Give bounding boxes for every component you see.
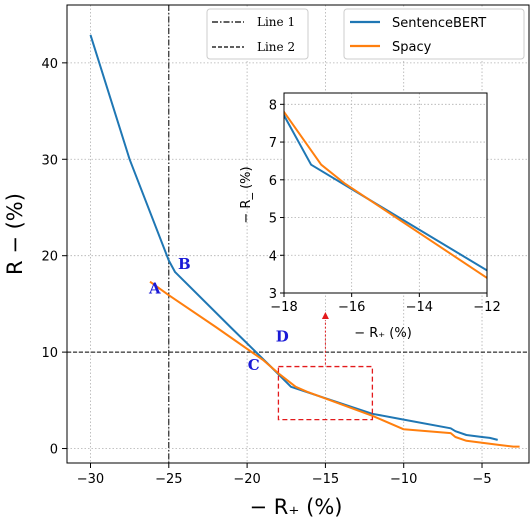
inset-y-tick-label: 3 [269, 287, 277, 302]
x-tick-label: −30 [77, 472, 104, 487]
y-tick-label: 0 [50, 443, 58, 458]
main-ticks: −30 −25 −20 −15 −10 −5 0 10 20 30 40 [41, 57, 491, 487]
main-plot-frame [66, 4, 530, 464]
inset-y-axis-label: − R_ (%) [239, 166, 254, 223]
y-tick-label: 30 [41, 153, 58, 168]
legend-reference-lines: Line 1 Line 2 [206, 8, 309, 60]
point-labels: AB CD [148, 255, 289, 374]
zoom-indicator [277, 312, 374, 421]
point-label-b: B [178, 255, 191, 273]
x-tick-label: −15 [312, 472, 339, 487]
inset-x-tick-label: −18 [270, 300, 297, 315]
inset-x-axis-label: − R₊ (%) [354, 326, 412, 341]
inset-background [284, 93, 487, 293]
inset-x-tick-label: −14 [406, 300, 433, 315]
series-line-spacy [149, 280, 520, 448]
y-axis-label: R − (%) [3, 193, 27, 275]
zoom-arrow-head [321, 312, 329, 319]
x-axis-label: − R₊ (%) [250, 495, 343, 519]
series-line-sentencebert [89, 34, 498, 441]
legend-line1-label: Line 1 [257, 15, 295, 29]
inset-y-tick-label: 8 [269, 98, 277, 113]
inset-x-tick-label: −16 [338, 300, 365, 315]
x-tick-label: −5 [472, 472, 491, 487]
point-label-a: A [148, 280, 161, 298]
y-tick-label: 20 [41, 250, 58, 265]
main-series [89, 34, 520, 448]
legend-line2-label: Line 2 [257, 40, 295, 54]
legend-spacy-label: Spacy [392, 40, 432, 55]
y-tick-label: 10 [41, 346, 58, 361]
x-tick-label: −20 [233, 472, 260, 487]
legend-sentencebert-label: SentenceBERT [392, 16, 486, 31]
inset-y-tick-label: 4 [269, 249, 277, 264]
point-label-c: C [248, 356, 260, 374]
inset-ticks: −18 −16 −14 −12 3 4 5 6 7 8 [269, 98, 501, 315]
zoom-box [277, 365, 374, 421]
reference-lines [67, 5, 529, 463]
point-label-d: D [276, 327, 289, 345]
x-tick-label: −25 [155, 472, 182, 487]
y-tick-label: 40 [41, 57, 58, 72]
x-tick-label: −10 [390, 472, 417, 487]
inset-y-tick-label: 5 [269, 212, 277, 227]
legend-series: SentenceBERT Spacy [343, 8, 525, 60]
inset-plot-frame [283, 92, 488, 294]
inset-y-tick-label: 6 [269, 174, 277, 189]
inset-y-tick-label: 7 [269, 136, 277, 151]
inset-x-tick-label: −12 [473, 300, 500, 315]
